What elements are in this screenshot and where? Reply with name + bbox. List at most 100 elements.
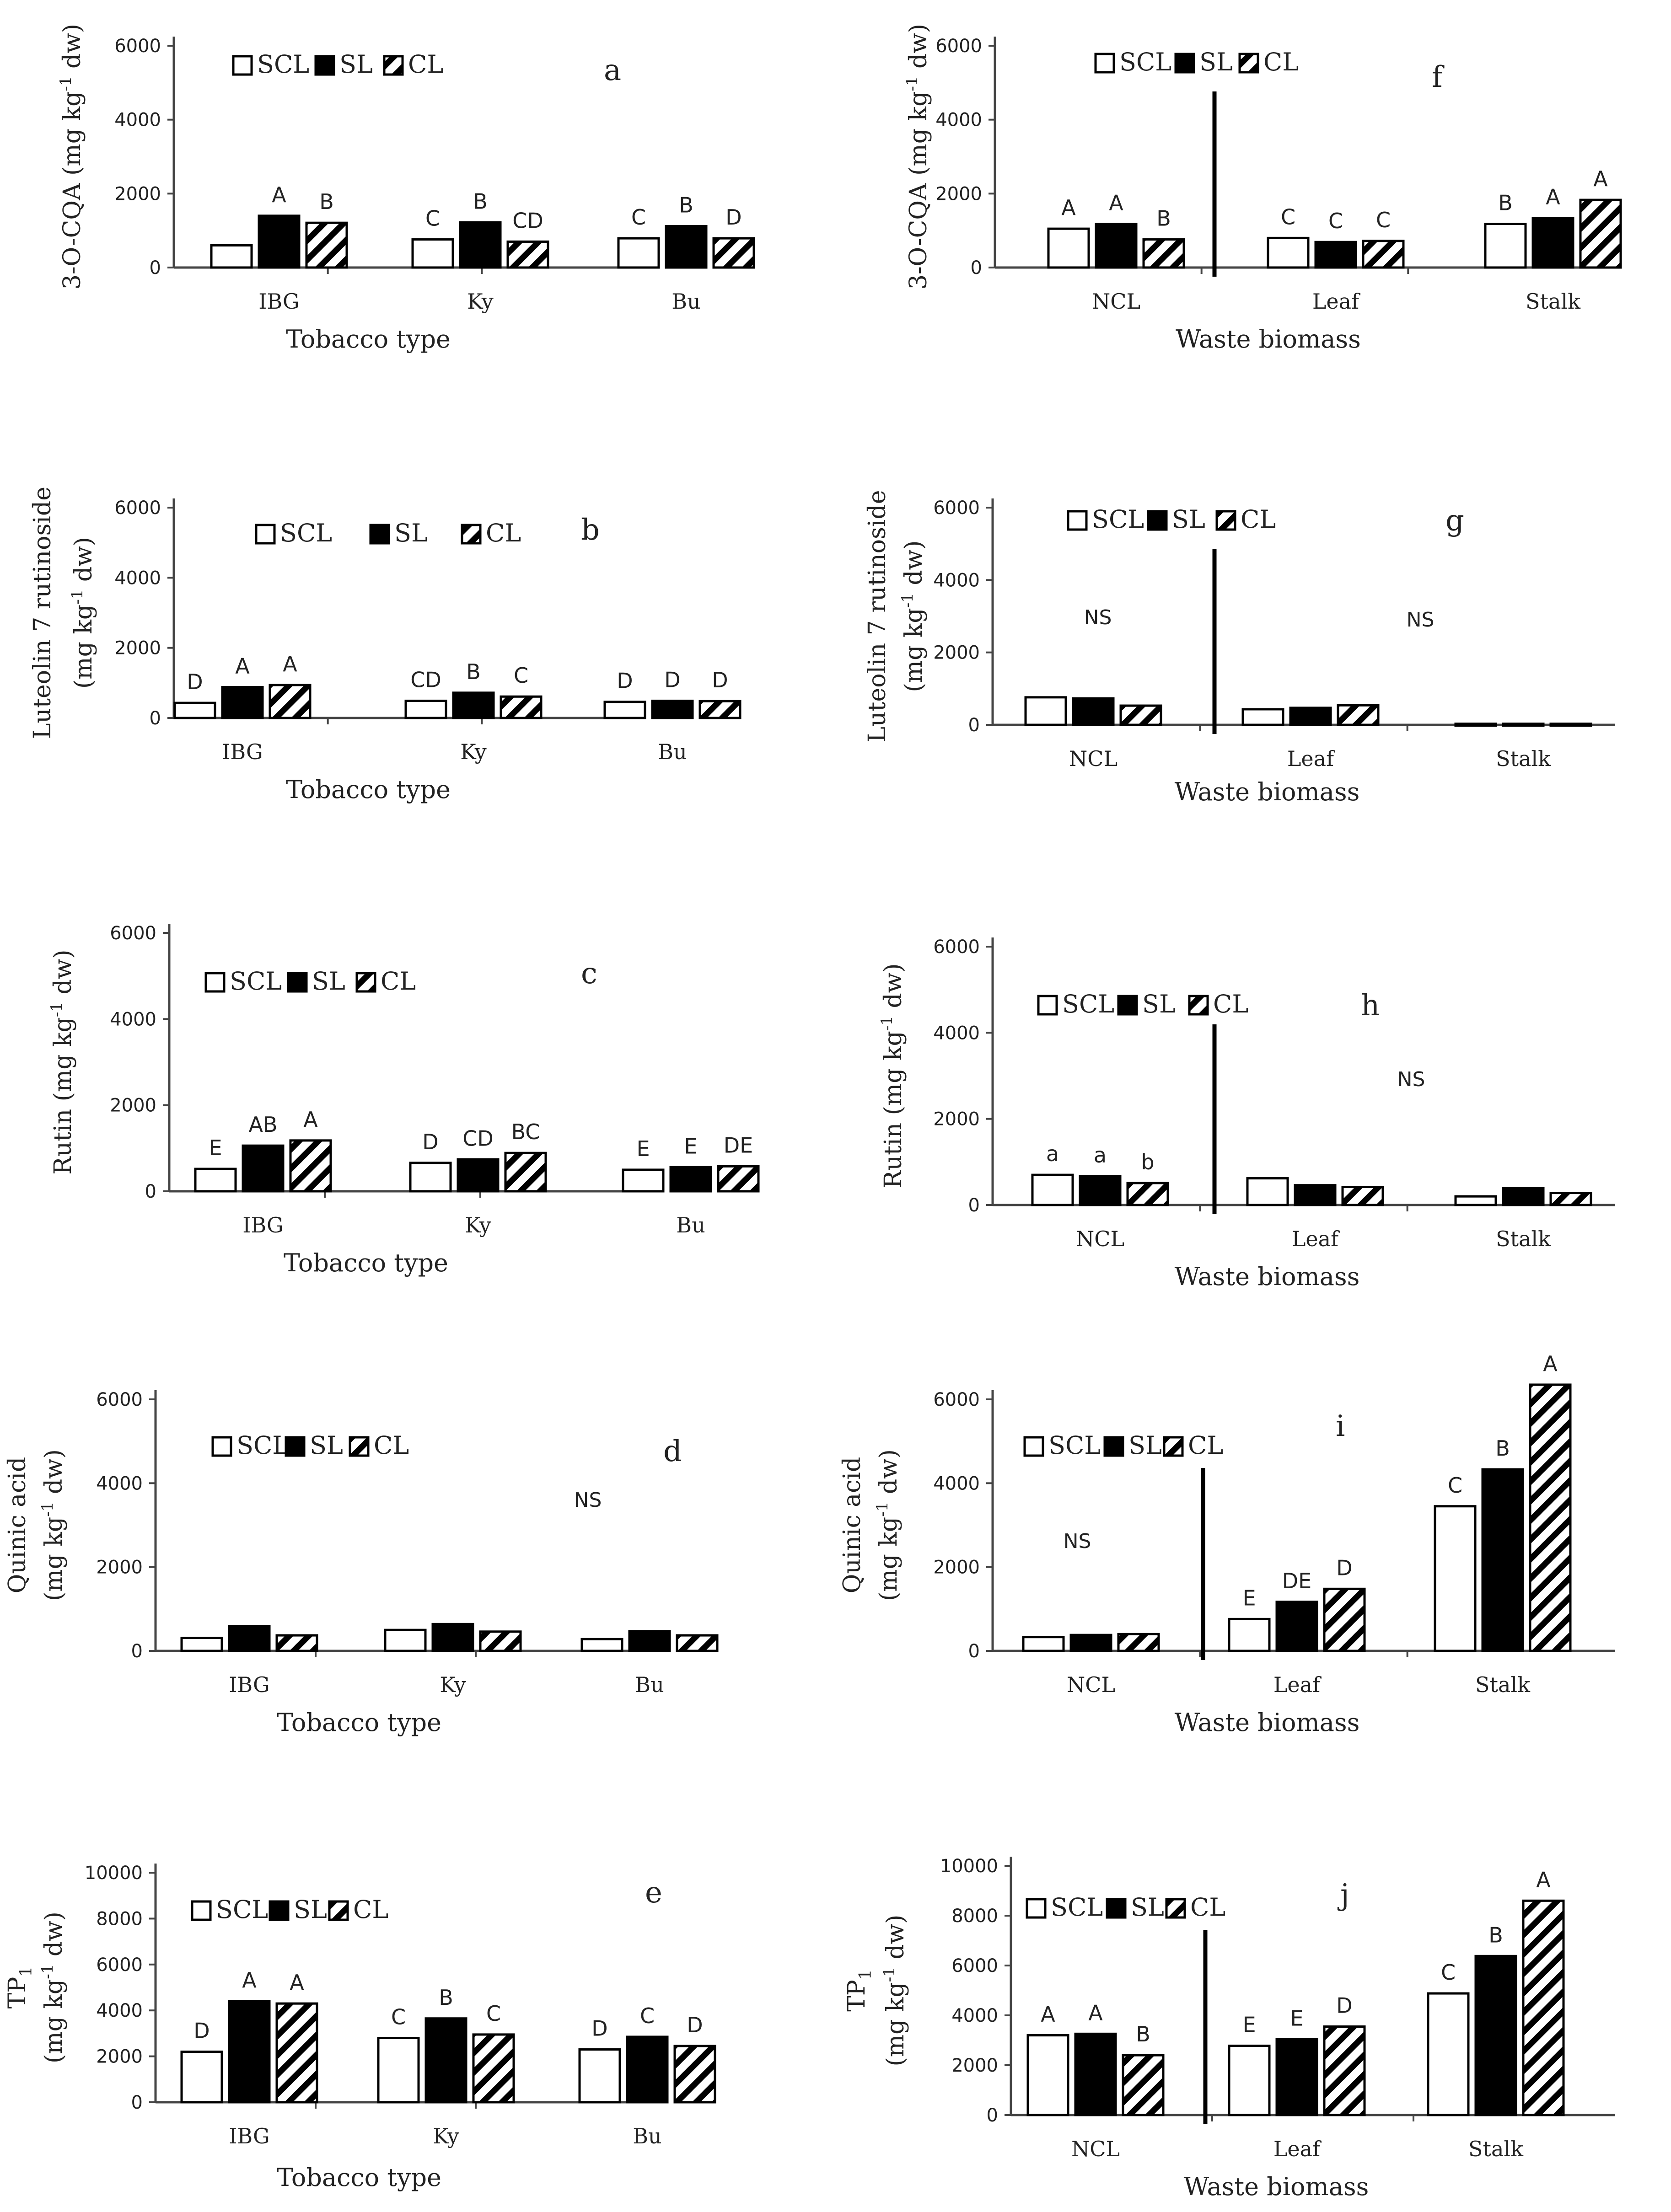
significance-letter: AB [248,1112,277,1137]
x-tick-label: Bu [672,289,700,314]
y-tick-label: 0 [968,1641,980,1662]
y-tick-label: 2000 [933,643,980,664]
y-tick-label: 0 [968,715,980,736]
significance-letter: CD [410,667,441,692]
x-tick-label: Stalk [1496,746,1551,771]
bar-cl-bu [676,1634,719,1652]
y-tick-label: 6000 [114,36,161,57]
significance-letter: a [1046,1141,1059,1166]
significance-letter: A [235,654,250,679]
legend-swatch-sl [1103,1436,1124,1457]
bar-scl-leaf [1246,1177,1289,1206]
bar-sl-bu [665,225,708,269]
panel-label: g [1445,504,1464,538]
bar-scl-ncl [1047,227,1090,269]
legend-label-scl: SCL [216,1895,268,1924]
legend-label-sl: SL [1142,990,1176,1018]
significance-letter: a [1094,1143,1107,1168]
legend-swatch-sl [369,524,390,545]
significance-letter: b [1141,1150,1154,1174]
x-tick-label: Ky [440,1672,466,1697]
significance-letter: C [1376,208,1391,232]
significance-letter: B [1136,2022,1150,2046]
x-axis-label: Waste biomass [1184,2172,1369,2201]
y-axis-label: TP1 [843,1969,875,2012]
legend-swatch-sl [287,972,308,993]
significance-letter: A [242,1968,257,1992]
legend-label-cl: CL [408,50,443,79]
legend-label-cl: CL [1190,1893,1225,1922]
bar-scl-leaf [1241,708,1284,726]
bar-scl-bu [578,2048,621,2104]
legend-label-cl: CL [353,1895,388,1924]
bar-scl-ncl [1031,1173,1074,1206]
legend-label-sl: SL [1131,1893,1164,1922]
bar-cl-ky [479,1630,522,1652]
y-tick-label: 6000 [96,1955,143,1976]
y-tick-label: 4000 [935,110,982,131]
y-tick-label: 4000 [933,1473,980,1494]
y-tick-label: 6000 [935,36,982,57]
panel-label: a [604,54,621,87]
significance-letter: D [687,2013,703,2037]
chart-panel-c: 0 2000 4000 6000 IBG E AB A Ky D CD BC Bu E E DE SCL SL CL… [48,923,760,1277]
legend-swatch-sl [1117,995,1138,1016]
y-axis-label: Quinic acid [4,1457,31,1594]
y-tick-label: 4000 [933,570,980,591]
legend-swatch-sl [1147,510,1168,531]
bar-cl-ibg [305,221,348,269]
legend-swatch-scl [191,1900,212,1921]
y-axis-label: 3-O-CQA (mg kg-1 dw) [903,24,932,289]
significance-letter: C [1328,209,1343,233]
y-tick-label: 4000 [114,568,161,589]
significance-letter: A [1109,191,1123,215]
bar-cl-ky [472,2033,515,2104]
significance-letter: A [290,1970,304,1995]
chart-panel-d: 0 2000 4000 6000 IBG Ky Bu SCL SL CL d NS Tobacco ty… [4,1389,719,1737]
significance-letter: DE [1282,1569,1312,1593]
y-tick-label: 4000 [114,110,161,131]
bar-cl-ibg [275,2002,318,2104]
legend-swatch-sl [285,1436,306,1457]
significance-letter: E [1242,2012,1256,2037]
legend-label-cl: CL [374,1431,409,1460]
bar-scl-ibg [180,1637,223,1652]
y-tick-label: 6000 [114,498,161,519]
significance-letter: D [1336,1993,1352,2018]
y-tick-label: 2000 [96,1557,143,1578]
significance-letter: E [684,1134,697,1158]
legend-swatch-scl [1067,510,1088,531]
panel-label: d [663,1435,682,1468]
y-tick-label: 6000 [96,1389,143,1410]
significance-letter: C [1281,204,1295,229]
significance-letter: B [1498,191,1513,215]
legend-swatch-sl [314,55,335,76]
legend-label-cl: CL [1241,505,1276,534]
bar-sl-stalk [1502,723,1545,727]
bar-scl-bu [603,701,646,719]
legend-label-scl: SCL [1051,1893,1103,1922]
significance-letter: A [1536,1867,1551,1892]
bar-cl-ncl [1126,1182,1169,1206]
y-tick-label: 6000 [933,937,980,958]
legend-swatch-sl [1174,53,1195,74]
x-tick-label: Leaf [1312,289,1360,314]
legend-swatch-scl [232,55,253,76]
bar-sl-ibg [258,214,301,269]
y-tick-label: 0 [968,1195,980,1216]
bar-sl-stalk [1531,217,1574,269]
legend-label-scl: SCL [1062,990,1114,1018]
panel-label: h [1361,989,1380,1023]
bar-cl-leaf [1362,240,1405,269]
y-tick-label: 0 [987,2105,998,2126]
x-tick-label: Stalk [1526,289,1581,314]
significance-letter: A [303,1107,318,1132]
y-axis-label: 3-O-CQA (mg kg-1 dw) [57,24,86,289]
y-axis-label: Luteolin 7 rutinoside [864,490,891,743]
x-tick-label: Bu [658,739,687,764]
bar-scl-ncl [1022,1636,1065,1652]
y-tick-label: 2000 [933,1109,980,1130]
panel-label: j [1337,1878,1349,1912]
bar-cl-bu [717,1165,760,1193]
y-axis-label-units: (mg kg-1 dw) [38,1449,68,1601]
